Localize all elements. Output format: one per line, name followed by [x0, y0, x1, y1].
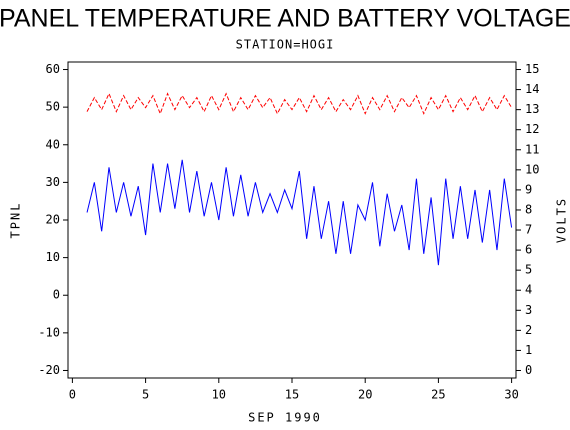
y2-tick-label: 9: [525, 182, 532, 196]
y2-tick-label: 11: [525, 142, 539, 156]
x-tick-label: 10: [212, 388, 226, 402]
x-tick-label: 25: [431, 388, 445, 402]
x-tick-label: 30: [504, 388, 518, 402]
y2-tick-label: 13: [525, 102, 539, 116]
x-tick-label: 0: [69, 388, 76, 402]
x-axis-label: SEP 1990: [248, 411, 322, 425]
chart-title: PANEL TEMPERATURE AND BATTERY VOLTAGE: [0, 5, 570, 33]
y-tick-label: 30: [46, 175, 60, 189]
y2-tick-label: 15: [525, 62, 539, 76]
y2-tick-label: 10: [525, 162, 539, 176]
y2-tick-label: 2: [525, 323, 532, 337]
series-line: [86, 92, 513, 116]
y-tick-label: -20: [38, 363, 60, 377]
y-tick-label: 0: [53, 288, 60, 302]
y-tick-label: 60: [46, 62, 60, 76]
y2-tick-label: 0: [525, 363, 532, 377]
chart-subtitle: STATION=HOGI: [236, 38, 335, 52]
y2-tick-label: 5: [525, 263, 532, 277]
y2-tick-label: 6: [525, 243, 532, 257]
y-tick-label: 10: [46, 250, 60, 264]
x-tick-label: 15: [285, 388, 299, 402]
y-tick-label: -10: [38, 325, 60, 339]
y2-tick-label: 7: [525, 223, 532, 237]
y-tick-label: 50: [46, 100, 60, 114]
x-tick-label: 5: [142, 388, 149, 402]
series-line: [86, 159, 513, 266]
y2-axis-label: VOLTS: [555, 197, 569, 243]
y2-tick-label: 4: [525, 283, 532, 297]
y2-tick-label: 8: [525, 202, 532, 216]
y2-tick-label: 12: [525, 122, 539, 136]
y2-tick-label: 3: [525, 303, 532, 317]
y-axis-label: TPNL: [9, 202, 23, 239]
y2-tick-label: 14: [525, 82, 539, 96]
y-tick-label: 20: [46, 213, 60, 227]
y2-tick-label: 1: [525, 343, 532, 357]
y-tick-label: 40: [46, 137, 60, 151]
x-tick-label: 20: [358, 388, 372, 402]
